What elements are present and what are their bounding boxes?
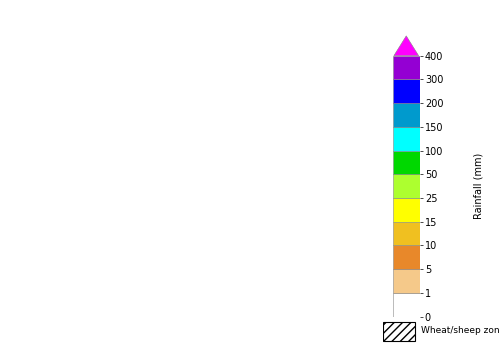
Bar xyxy=(392,56,420,79)
Bar xyxy=(392,151,420,174)
Bar xyxy=(392,127,420,151)
Y-axis label: Rainfall (mm): Rainfall (mm) xyxy=(474,153,484,219)
Bar xyxy=(382,322,416,341)
Bar xyxy=(392,198,420,222)
Bar xyxy=(392,103,420,127)
Polygon shape xyxy=(394,36,418,56)
Bar xyxy=(392,174,420,198)
Bar xyxy=(392,293,420,317)
Bar xyxy=(392,79,420,103)
Text: Wheat/sheep zone: Wheat/sheep zone xyxy=(422,326,500,335)
Bar xyxy=(392,245,420,269)
Bar xyxy=(392,222,420,245)
Bar xyxy=(392,269,420,293)
